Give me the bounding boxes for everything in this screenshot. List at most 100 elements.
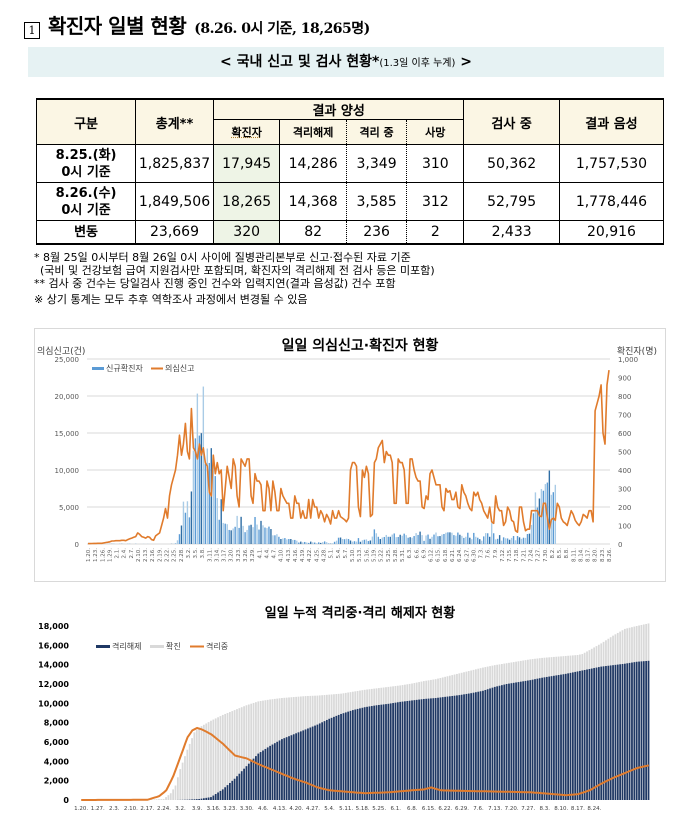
bar-released	[541, 678, 543, 800]
bar-new-cases	[278, 537, 279, 544]
bar-new-cases	[294, 540, 295, 544]
bar-new-cases	[507, 538, 508, 544]
bar-new-cases	[421, 535, 422, 544]
bar-released	[600, 667, 602, 800]
bar-new-cases	[413, 536, 414, 544]
banner-suffix: >	[455, 54, 472, 70]
cell-confirmed: 18,265	[213, 183, 279, 221]
x-tick-label: 1.26.	[100, 548, 106, 562]
bar-released	[413, 700, 415, 800]
bar-released	[399, 702, 401, 800]
bar-new-cases	[113, 543, 114, 544]
bar-new-cases	[487, 533, 488, 544]
x-tick-label: 7.3.	[479, 548, 485, 559]
bar-released	[229, 783, 231, 800]
bar-new-cases	[304, 542, 305, 544]
bar-new-cases	[475, 537, 476, 544]
th-category: 구분	[37, 99, 136, 145]
y-right-tick-label: 300	[618, 486, 631, 494]
bar-new-cases	[419, 532, 420, 544]
bar-new-cases	[493, 533, 494, 544]
bar-released	[617, 665, 619, 800]
bar-released	[551, 676, 553, 800]
bar-new-cases	[306, 543, 307, 544]
bar-released	[290, 735, 292, 800]
bar-released	[231, 781, 233, 800]
bar-released	[428, 699, 430, 800]
bar-released	[596, 668, 598, 800]
legend-label-isolating: 격리중	[206, 641, 228, 651]
x-tick-label: 5.7.	[343, 548, 349, 559]
x-tick-label: 2.19.	[157, 548, 163, 562]
bar-released	[638, 662, 640, 800]
x-tick-label: 7.15.	[507, 548, 513, 562]
bar-new-cases	[252, 527, 253, 544]
legend-label-released: 격리해제	[112, 641, 141, 651]
bar-released	[605, 666, 607, 800]
bar-new-cases	[503, 537, 504, 544]
bar-released	[196, 799, 198, 800]
section-number-box: 1	[24, 22, 40, 39]
x-tick-label: 5.25.	[386, 548, 392, 562]
y-tick-label: 14,000	[38, 661, 69, 670]
bar-confirmed	[186, 750, 188, 800]
x-tick-label: 1.20.	[74, 806, 88, 812]
bar-new-cases	[374, 529, 375, 544]
bar-released	[298, 732, 300, 800]
bar-released	[376, 705, 378, 800]
row-label-line1: 8.25.(화)	[37, 147, 135, 164]
bar-released	[558, 675, 560, 800]
x-tick-label: 4.13.	[286, 548, 292, 562]
bar-released	[359, 708, 361, 800]
bar-released	[314, 726, 316, 800]
bar-released	[191, 799, 193, 800]
bar-new-cases	[392, 535, 393, 544]
bar-released	[645, 661, 647, 800]
th-negative: 결과 음성	[559, 99, 663, 145]
x-tick-label: 8.2.	[550, 548, 556, 559]
x-tick-label: 4.10.	[279, 548, 285, 562]
bar-released	[418, 700, 420, 800]
x-tick-label: 4.1.	[257, 548, 263, 559]
bar-new-cases	[298, 543, 299, 544]
bar-new-cases	[242, 526, 243, 544]
bar-new-cases	[314, 543, 315, 544]
bar-new-cases	[352, 542, 353, 544]
bar-new-cases	[483, 536, 484, 544]
bar-new-cases	[340, 538, 341, 544]
bar-new-cases	[248, 526, 249, 545]
bar-new-cases	[197, 394, 198, 544]
x-tick-label: 4.16.	[293, 548, 299, 562]
row-label-line2: 0시 기준	[37, 202, 135, 219]
bar-new-cases	[417, 535, 418, 544]
x-tick-label: 3.2.	[175, 806, 186, 812]
x-tick-label: 7.13.	[488, 806, 502, 812]
banner-text: < 국내 신고 및 검사 현황*	[220, 54, 379, 70]
x-tick-label: 7.9.	[493, 548, 499, 559]
legend-label-reports: 의심신고	[165, 363, 194, 373]
x-tick-label: 8.17.	[586, 548, 592, 562]
x-tick-label: 6.24.	[457, 548, 463, 562]
x-tick-label: 5.4.	[336, 548, 342, 559]
bar-new-cases	[348, 539, 349, 544]
bar-new-cases	[525, 538, 526, 544]
cell-total: 1,849,506	[136, 183, 214, 221]
x-tick-label: 6.12.	[429, 548, 435, 562]
bar-released	[425, 699, 427, 800]
bar-new-cases	[382, 538, 383, 544]
x-tick-label: 4.20.	[289, 806, 303, 812]
bar-released	[236, 776, 238, 800]
bar-released	[279, 740, 281, 800]
bar-new-cases	[465, 537, 466, 544]
bar-released	[603, 666, 605, 800]
bar-released	[456, 695, 458, 800]
bar-new-cases	[443, 534, 444, 544]
bar-new-cases	[282, 538, 283, 544]
bar-new-cases	[467, 533, 468, 544]
x-tick-label: 3.11.	[207, 548, 213, 562]
bar-released	[227, 785, 229, 800]
x-tick-label: 2.13.	[143, 548, 149, 562]
bar-new-cases	[401, 536, 402, 544]
bar-released	[243, 769, 245, 800]
bar-released	[357, 709, 359, 800]
